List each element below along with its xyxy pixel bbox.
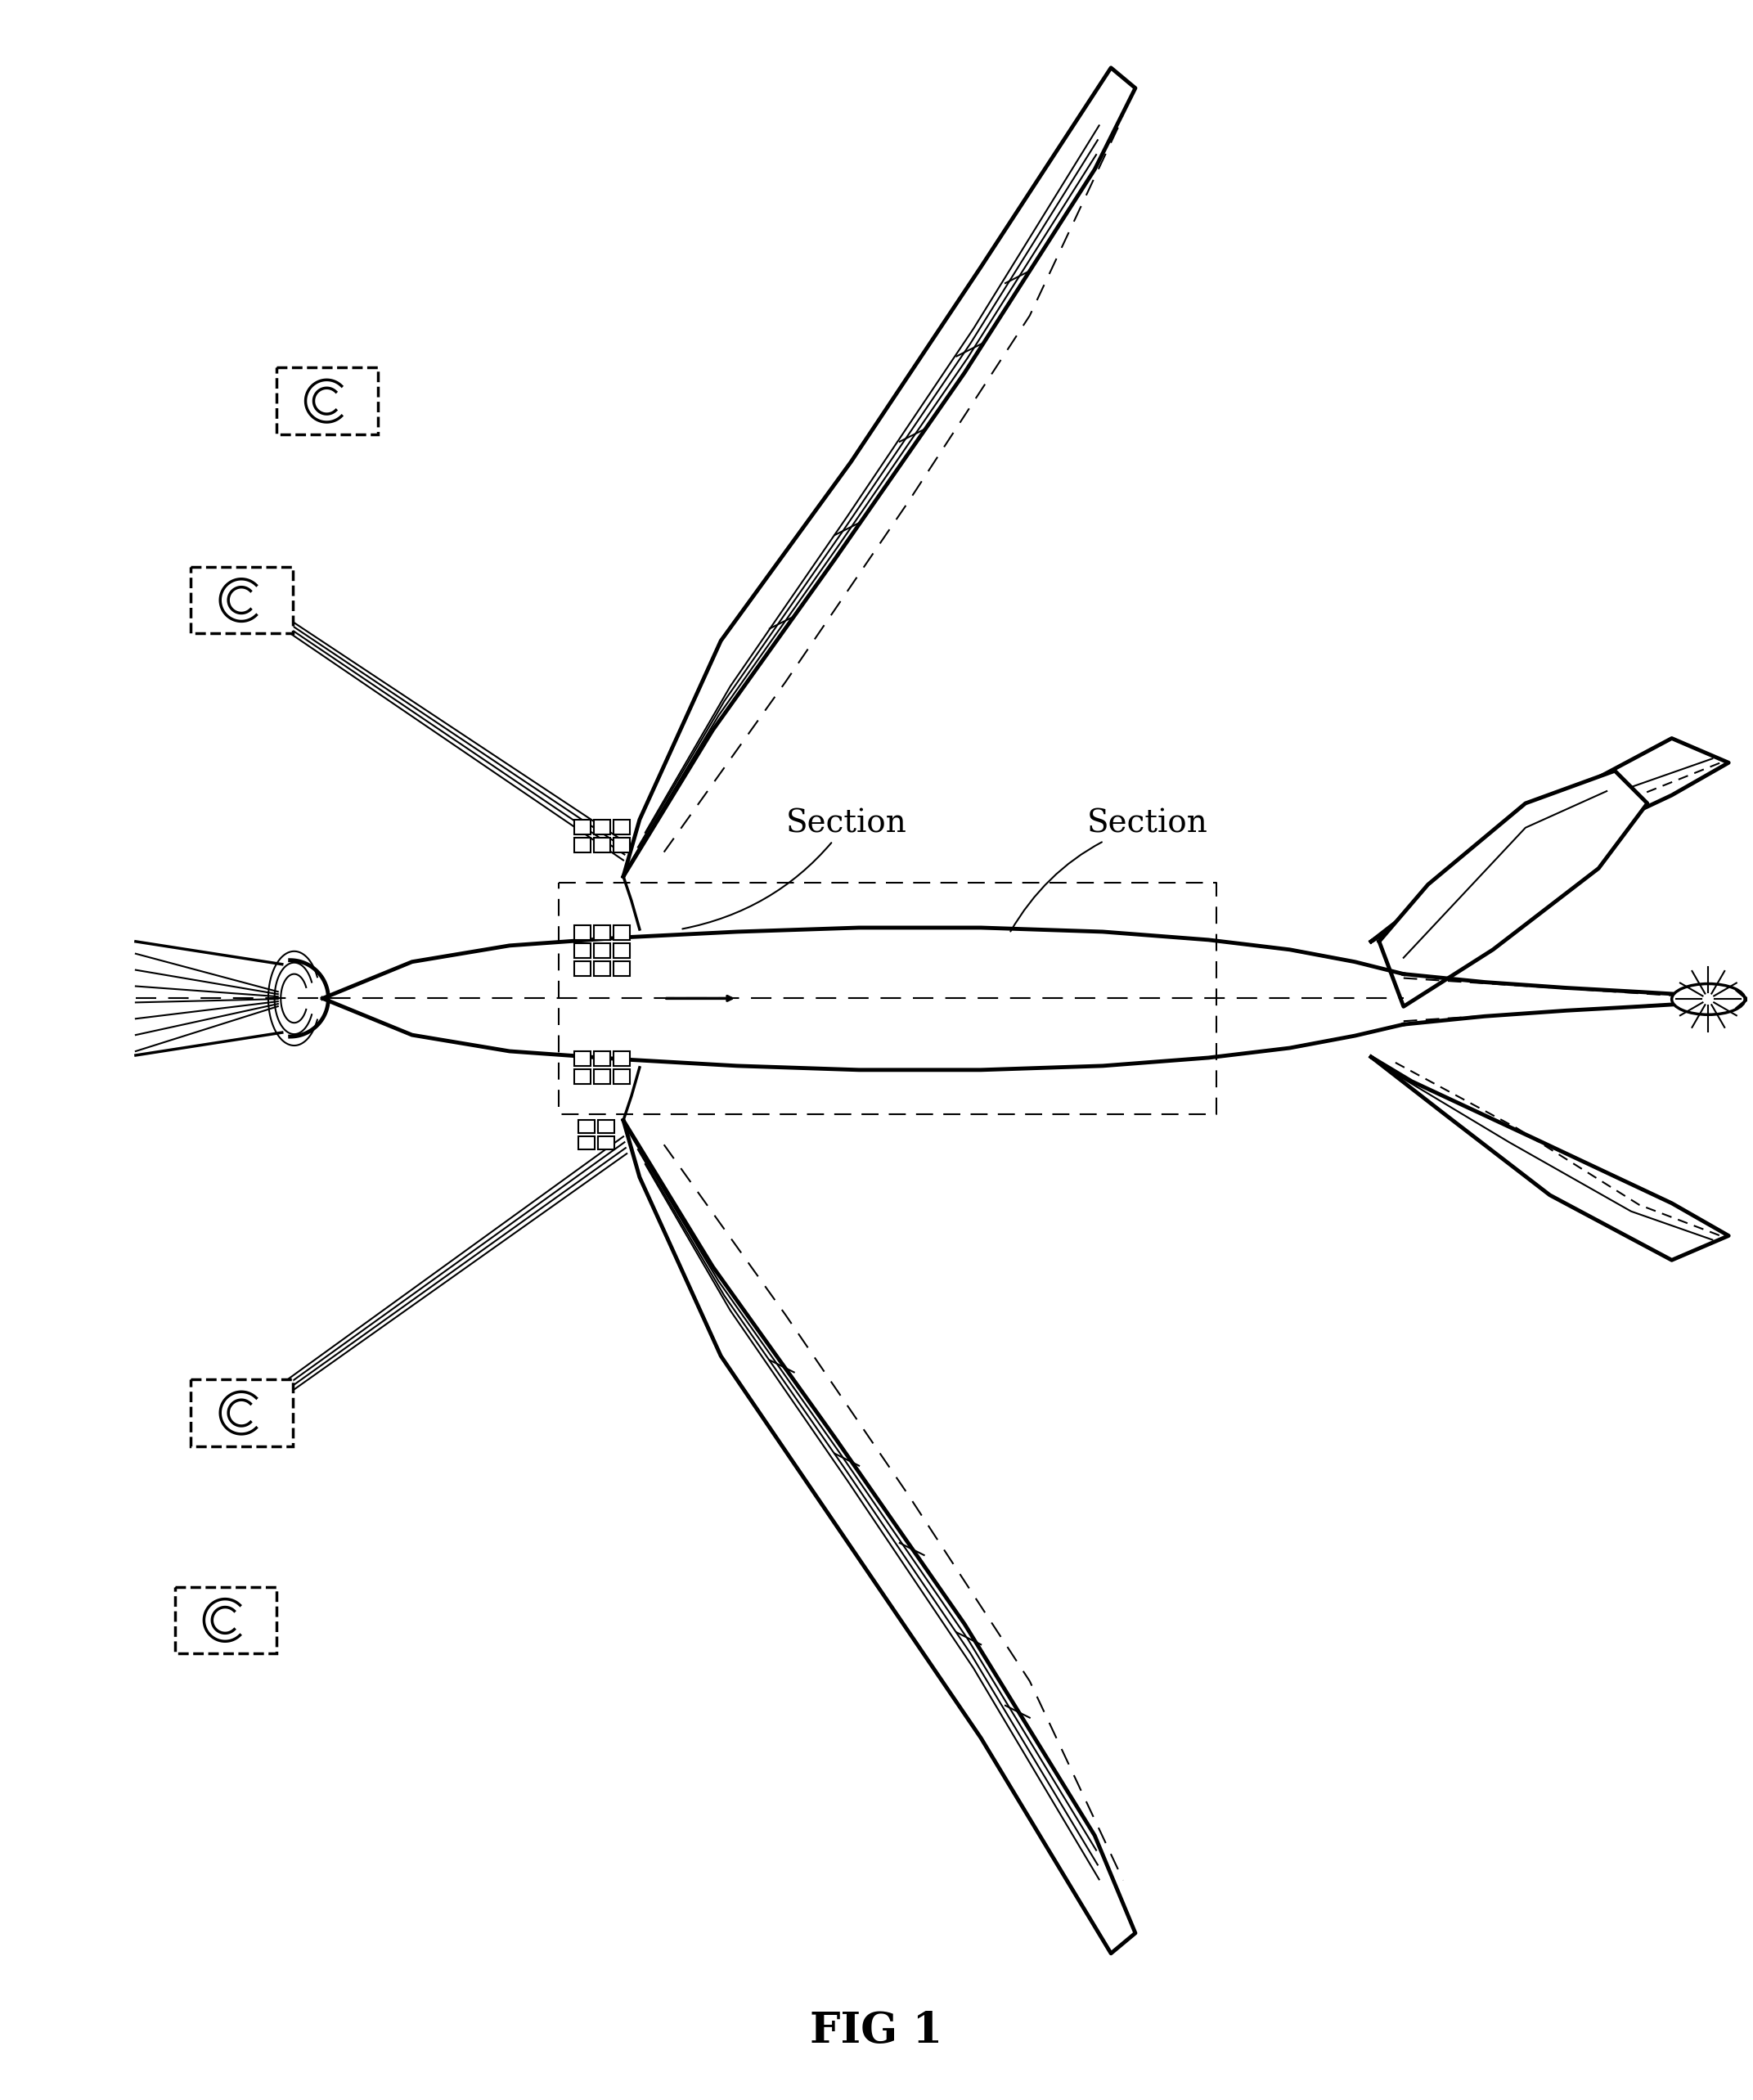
Bar	[594, 1052, 610, 1067]
Text: Section: Section	[1010, 809, 1208, 932]
Bar	[575, 943, 591, 958]
Bar	[575, 838, 591, 853]
Bar	[614, 819, 629, 834]
FancyBboxPatch shape	[175, 1588, 277, 1653]
Bar	[598, 1136, 614, 1149]
Bar	[614, 838, 629, 853]
Bar	[575, 819, 591, 834]
FancyBboxPatch shape	[191, 567, 293, 634]
Bar	[594, 838, 610, 853]
Bar	[594, 819, 610, 834]
FancyBboxPatch shape	[277, 368, 379, 435]
Bar	[594, 1069, 610, 1084]
Bar	[575, 1052, 591, 1067]
Bar	[614, 926, 629, 941]
FancyBboxPatch shape	[191, 1380, 293, 1447]
Polygon shape	[624, 1119, 1136, 1953]
Polygon shape	[323, 928, 1404, 1069]
Bar	[575, 1069, 591, 1084]
Bar	[614, 1052, 629, 1067]
Bar	[614, 962, 629, 977]
Bar	[578, 1119, 594, 1134]
Bar	[614, 1069, 629, 1084]
Bar	[575, 926, 591, 941]
Bar	[594, 962, 610, 977]
Polygon shape	[1380, 771, 1648, 1006]
Bar	[575, 962, 591, 977]
Polygon shape	[1371, 1056, 1728, 1260]
Bar	[598, 1119, 614, 1134]
Bar	[594, 926, 610, 941]
Text: FIG 1: FIG 1	[810, 2010, 943, 2052]
Bar	[614, 943, 629, 958]
Bar	[578, 1136, 594, 1149]
Polygon shape	[1371, 739, 1728, 941]
Polygon shape	[624, 67, 1136, 876]
Text: Section: Section	[682, 809, 906, 928]
Bar	[594, 943, 610, 958]
Ellipse shape	[1672, 983, 1744, 1014]
